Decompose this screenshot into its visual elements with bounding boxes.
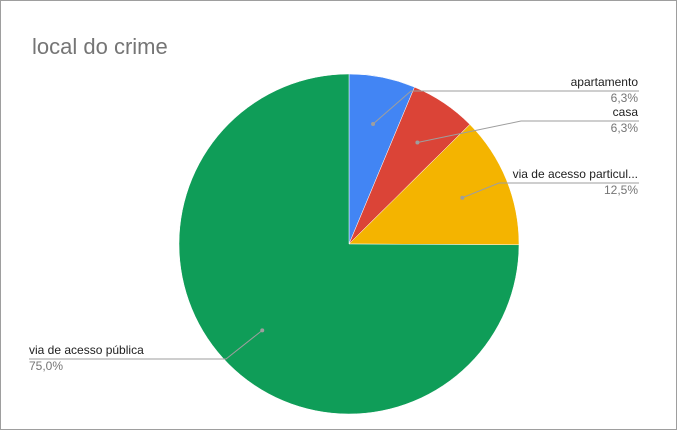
slice-label-1: casa [613, 105, 639, 119]
pie-slices [178, 73, 520, 415]
slice-percent-0: 6,3% [611, 91, 639, 105]
chart-title: local do crime [32, 34, 168, 59]
leader-dot-3 [260, 328, 265, 333]
slice-percent-2: 12,5% [604, 183, 638, 197]
leader-dot-0 [371, 121, 376, 126]
slice-percent-1: 6,3% [611, 121, 639, 135]
leader-line-0 [372, 90, 639, 125]
leader-line-1 [417, 120, 639, 143]
slice-label-0: apartamento [571, 75, 639, 89]
leader-dot-1 [415, 140, 420, 145]
leader-dot-2 [460, 195, 465, 200]
leader-line-2 [462, 182, 639, 199]
leader-line-3 [29, 329, 263, 360]
pie-slice-3[interactable] [178, 73, 520, 415]
slice-label-3: via de acesso pública [29, 343, 144, 357]
slice-label-2: via de acesso particul... [513, 167, 638, 181]
slice-percent-3: 75,0% [29, 359, 63, 373]
